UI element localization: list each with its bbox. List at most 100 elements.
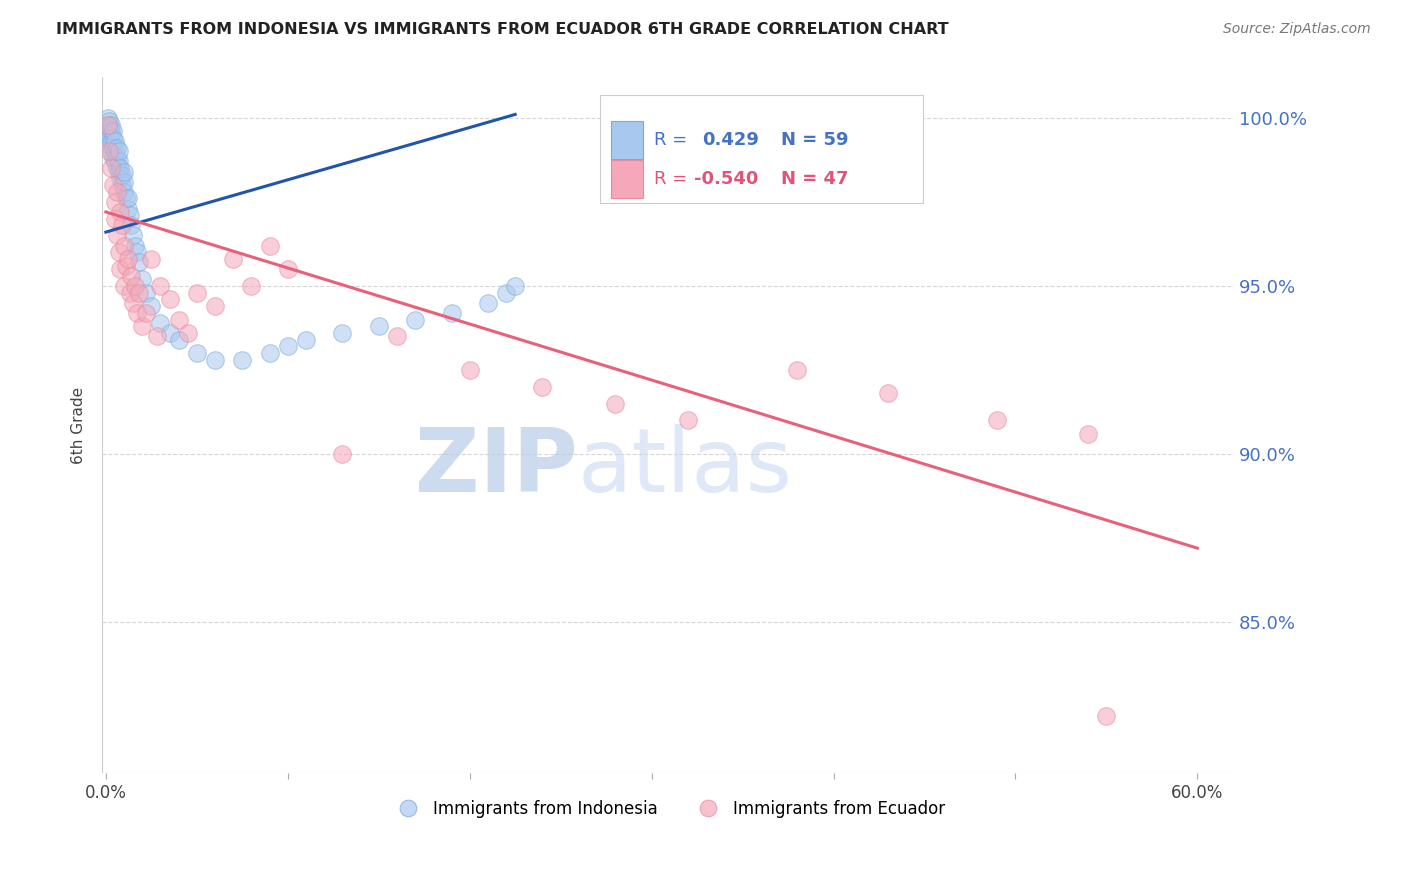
Point: [135, 285, 157, 300]
Point: [1077, 426, 1099, 441]
FancyBboxPatch shape: [600, 95, 922, 202]
Point: [97, 118, 120, 132]
Point: [118, 208, 141, 222]
Point: [100, 161, 122, 176]
Text: R =: R =: [654, 131, 688, 149]
FancyBboxPatch shape: [612, 160, 643, 198]
Point: [330, 447, 353, 461]
Point: [101, 151, 124, 165]
Point: [149, 279, 172, 293]
Point: [277, 262, 299, 277]
Point: [107, 164, 129, 178]
Point: [100, 134, 122, 148]
Point: [101, 124, 124, 138]
Point: [105, 141, 128, 155]
Point: [97, 118, 120, 132]
Point: [111, 178, 134, 192]
Point: [204, 352, 226, 367]
Point: [231, 352, 253, 367]
Point: [101, 178, 124, 192]
Point: [385, 329, 408, 343]
Point: [110, 161, 132, 176]
Point: [605, 396, 627, 410]
Point: [167, 333, 190, 347]
Point: [240, 279, 263, 293]
Point: [101, 141, 124, 155]
Point: [110, 262, 132, 277]
Point: [105, 151, 128, 165]
Text: ZIP: ZIP: [415, 424, 578, 511]
Point: [125, 306, 148, 320]
Point: [531, 380, 554, 394]
Point: [222, 252, 245, 266]
Text: R =: R =: [654, 170, 688, 188]
Point: [141, 252, 163, 266]
Point: [122, 295, 145, 310]
Point: [115, 259, 138, 273]
Text: N = 47: N = 47: [782, 170, 849, 188]
Point: [98, 114, 121, 128]
Point: [277, 339, 299, 353]
Point: [98, 128, 121, 142]
Point: [112, 185, 135, 199]
Point: [159, 326, 181, 340]
Point: [105, 161, 128, 176]
Point: [159, 293, 181, 307]
FancyBboxPatch shape: [612, 121, 643, 160]
Point: [124, 238, 146, 252]
Point: [112, 279, 135, 293]
Point: [101, 131, 124, 145]
Point: [135, 306, 157, 320]
Point: [104, 145, 127, 159]
Point: [118, 285, 141, 300]
Point: [131, 272, 153, 286]
Point: [676, 413, 699, 427]
Point: [141, 299, 163, 313]
Point: [117, 202, 139, 216]
Point: [111, 219, 134, 233]
Text: atlas: atlas: [578, 424, 793, 511]
Point: [330, 326, 353, 340]
Point: [1095, 709, 1118, 723]
Point: [495, 285, 517, 300]
Point: [986, 413, 1008, 427]
Point: [105, 228, 128, 243]
Point: [186, 285, 208, 300]
Point: [100, 124, 122, 138]
Point: [146, 329, 169, 343]
Text: Source: ZipAtlas.com: Source: ZipAtlas.com: [1223, 22, 1371, 37]
Point: [112, 164, 135, 178]
Point: [503, 279, 526, 293]
Point: [104, 154, 127, 169]
Point: [122, 228, 145, 243]
Point: [128, 285, 150, 300]
Point: [112, 238, 135, 252]
Point: [98, 120, 121, 135]
Point: [124, 279, 146, 293]
Point: [98, 137, 121, 152]
Point: [107, 245, 129, 260]
Point: [259, 238, 281, 252]
Text: 0.429: 0.429: [702, 131, 759, 149]
Legend: Immigrants from Indonesia, Immigrants from Ecuador: Immigrants from Indonesia, Immigrants fr…: [385, 793, 952, 824]
Point: [259, 346, 281, 360]
Point: [125, 245, 148, 260]
Point: [111, 168, 134, 182]
Point: [117, 192, 139, 206]
Y-axis label: 6th Grade: 6th Grade: [72, 387, 86, 464]
Point: [117, 252, 139, 266]
Point: [128, 255, 150, 269]
Point: [186, 346, 208, 360]
Point: [204, 299, 226, 313]
Point: [367, 319, 389, 334]
Point: [97, 128, 120, 142]
Point: [120, 268, 142, 283]
Point: [458, 363, 481, 377]
Point: [149, 316, 172, 330]
Point: [105, 185, 128, 199]
Point: [107, 154, 129, 169]
Point: [104, 134, 127, 148]
Point: [107, 145, 129, 159]
Point: [440, 306, 463, 320]
Point: [112, 175, 135, 189]
